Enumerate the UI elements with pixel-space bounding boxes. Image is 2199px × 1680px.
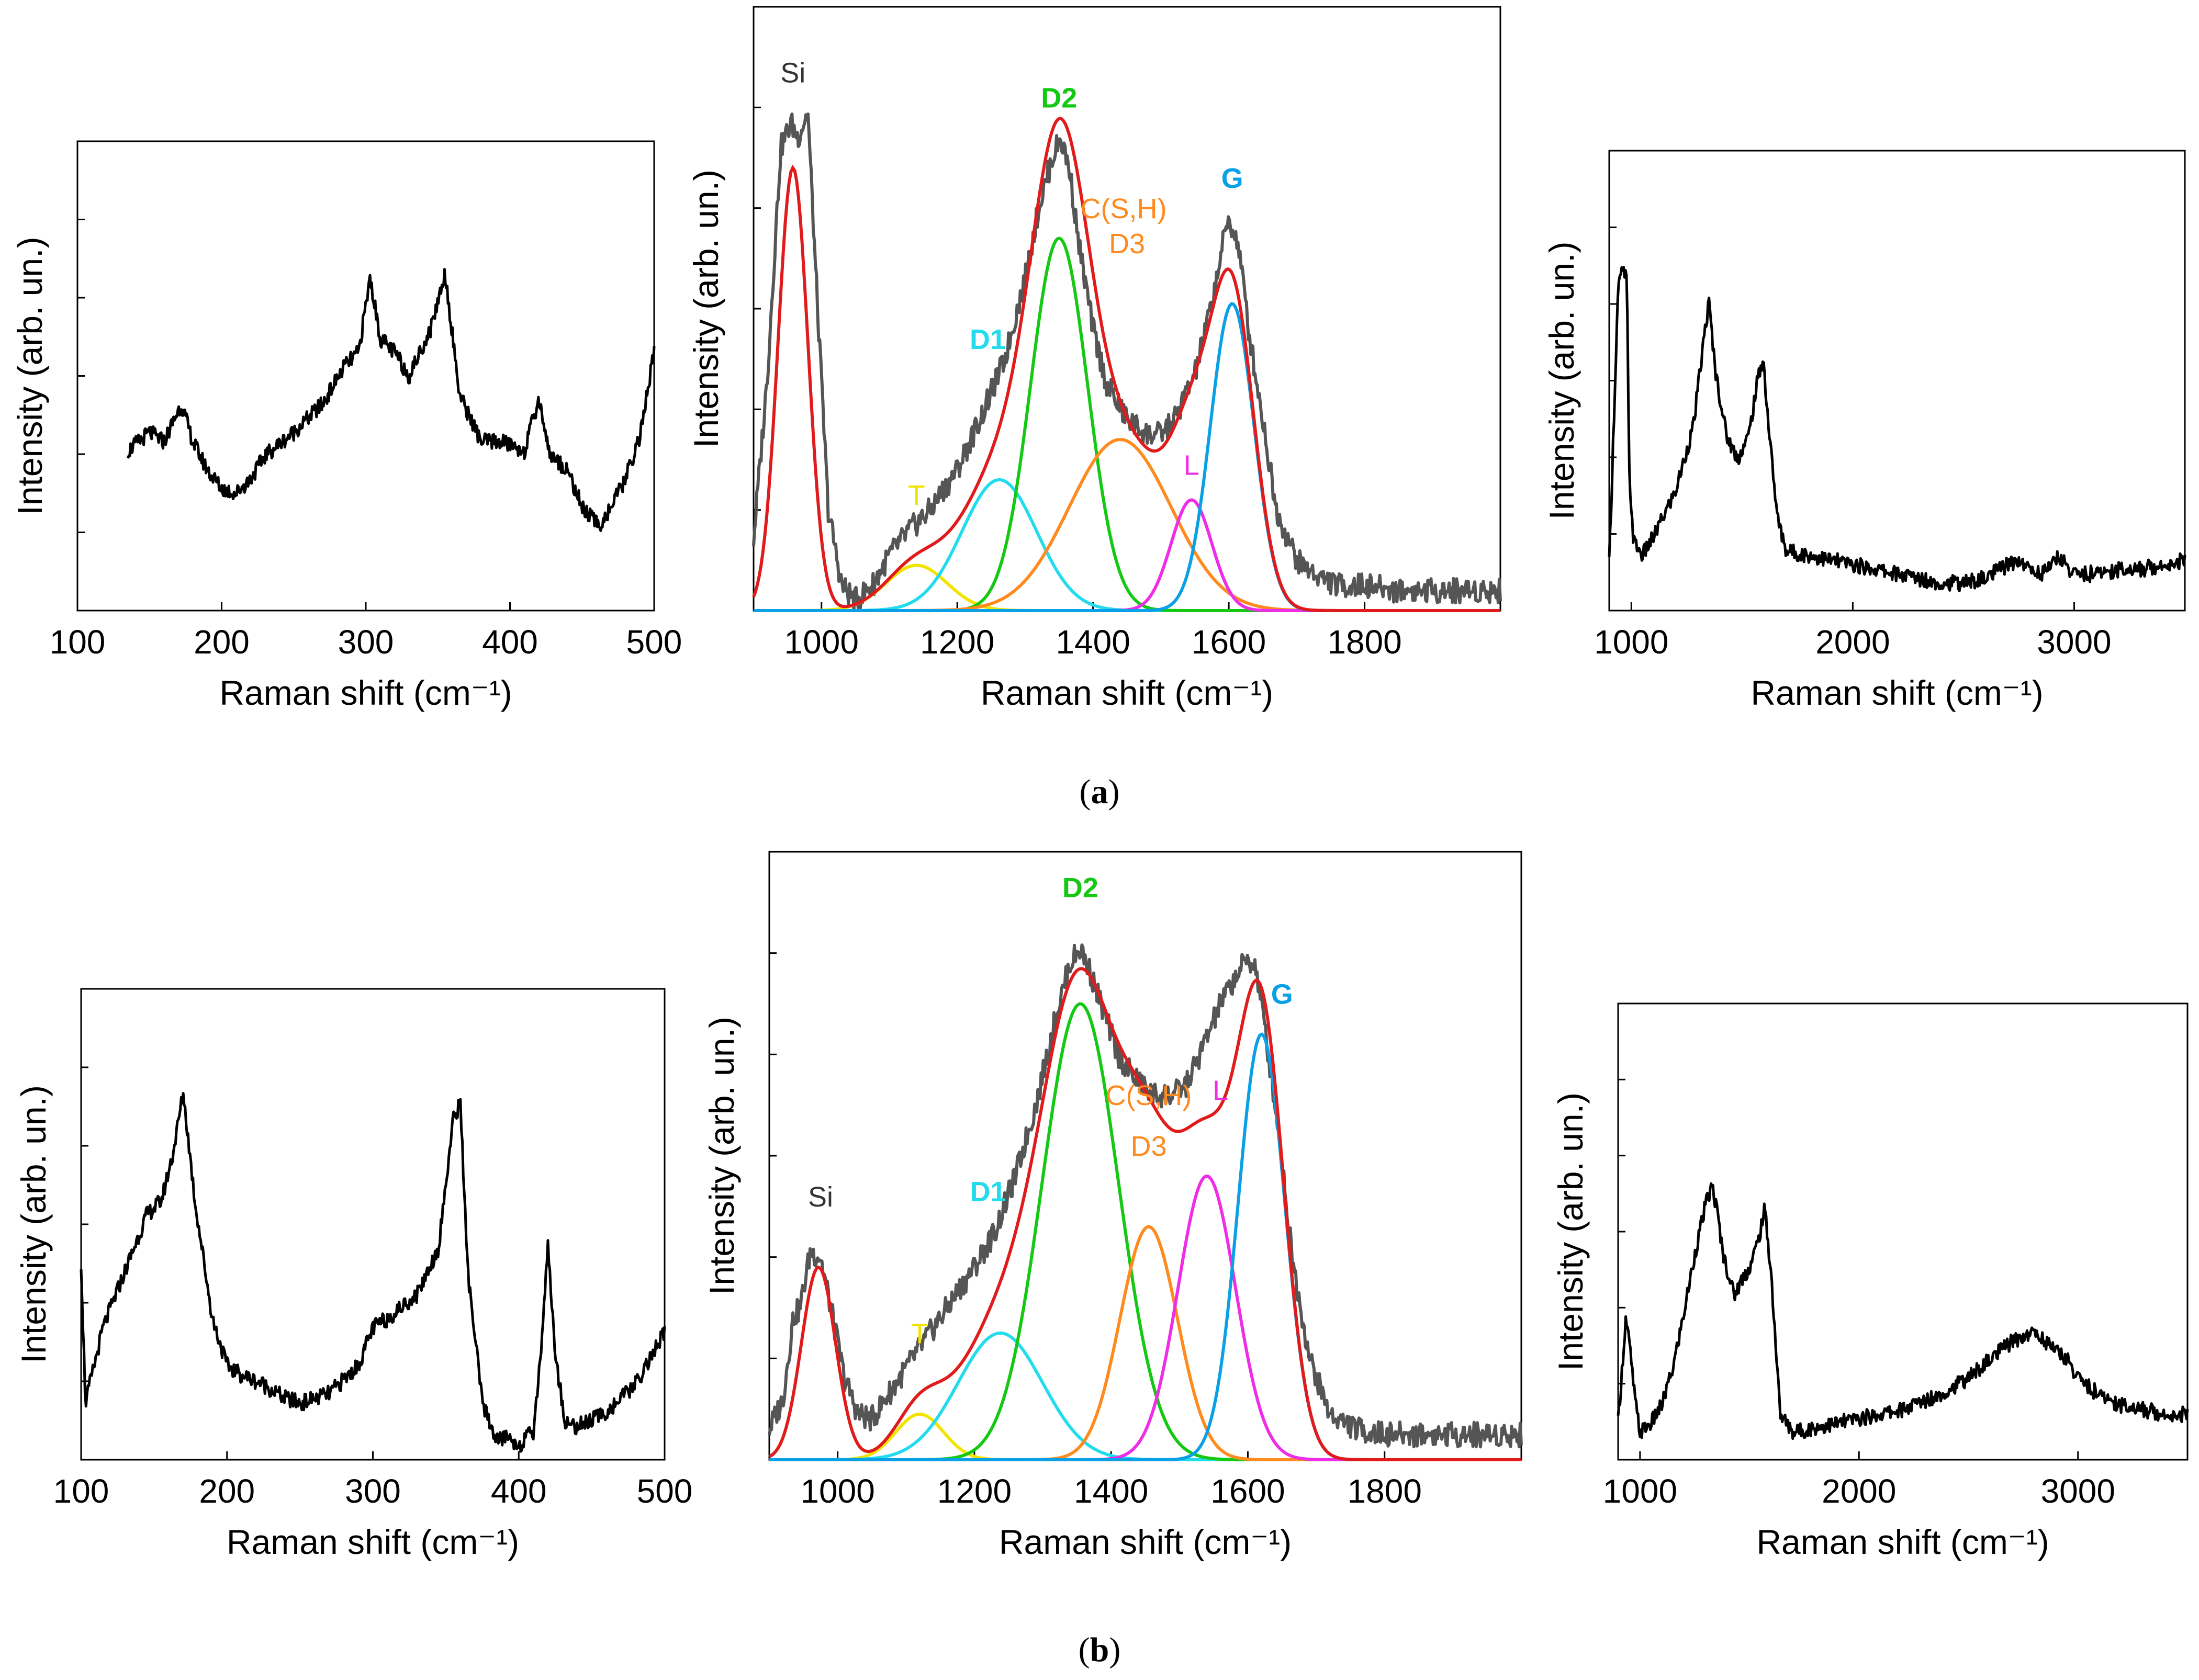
peak-label-d1: D1	[970, 1176, 1006, 1208]
peak-label-l: L	[1213, 1075, 1228, 1106]
plot-frame	[1608, 150, 2186, 612]
peak-label-d2: D2	[1041, 82, 1077, 114]
x-tick-label: 500	[637, 1472, 693, 1510]
plot-frame	[76, 140, 655, 612]
chart-a_low: 100 200 300 400 500 Raman shift (cm⁻¹) Intensi…	[10, 140, 682, 712]
peak-label-si: Si	[780, 57, 805, 88]
x-axis-title: Raman shift (cm⁻¹)	[999, 1523, 1292, 1561]
x-tick-label: 1000	[800, 1472, 874, 1510]
peak-label-l: L	[1184, 449, 1199, 481]
chart-b_fit: 1000 1200 1400 1600 1800 Raman shift (cm⁻¹) In…	[702, 851, 1523, 1561]
caption-b-letter: b	[1090, 1631, 1109, 1669]
peak-d2	[754, 236, 1500, 612]
x-axis-title: Raman shift (cm⁻¹)	[227, 1523, 519, 1561]
chart-b_full: 1000 2000 3000 Raman shift (cm⁻¹) Intensity …	[1551, 1002, 2189, 1561]
x-tick-label: 1600	[1192, 623, 1266, 661]
plot-frame	[80, 988, 666, 1461]
raw-spectrum	[768, 943, 1523, 1449]
x-tick-label: 3000	[2041, 1472, 2115, 1510]
peak-label-si: Si	[808, 1181, 833, 1213]
x-tick-label: 100	[53, 1472, 109, 1510]
peak-label-csh: C(S,H)	[1106, 1080, 1192, 1111]
y-axis-title: Intensity (arb. un.)	[14, 1085, 53, 1363]
spectrum-line	[1617, 1182, 2189, 1440]
y-axis-title: Intensity (arb. un.)	[702, 1017, 741, 1295]
chart-b_low: 100 200 300 400 500 Raman shift (cm⁻¹) Intensi…	[14, 988, 693, 1561]
peak-l	[769, 1174, 1521, 1461]
fit-curve	[752, 117, 1500, 612]
spectrum-line	[1608, 266, 2186, 592]
caption-a-letter: a	[1091, 773, 1108, 811]
x-tick-label: 1400	[1074, 1472, 1148, 1510]
x-tick-label: 400	[482, 623, 538, 661]
x-axis-title: Raman shift (cm⁻¹)	[981, 673, 1273, 712]
spectrum-line	[80, 1092, 666, 1453]
peak-label-d3: D3	[1131, 1131, 1167, 1162]
x-axis-title: Raman shift (cm⁻¹)	[219, 673, 512, 712]
x-tick-label: 100	[50, 623, 106, 661]
x-tick-label: 1400	[1056, 623, 1130, 661]
chart-a_fit: 1000 1200 1400 1600 1800 Raman shift (cm⁻¹) In…	[687, 6, 1502, 712]
peak-d3	[769, 1225, 1521, 1461]
peak-d2	[769, 1002, 1521, 1461]
spectrum-line	[127, 268, 656, 532]
caption-b: (b)	[1079, 1631, 1121, 1669]
peak-label-g: G	[1221, 163, 1243, 194]
peak-label-t: T	[911, 1318, 928, 1349]
y-axis-title: Intensity (arb. un.)	[1542, 242, 1581, 520]
x-axis-title: Raman shift (cm⁻¹)	[1756, 1523, 2049, 1561]
x-tick-label: 1200	[937, 1472, 1012, 1510]
x-tick-label: 2000	[1822, 1472, 1896, 1510]
raw-spectrum	[752, 112, 1502, 612]
x-tick-label: 1000	[784, 623, 859, 661]
x-tick-label: 1200	[920, 623, 994, 661]
x-tick-label: 2000	[1815, 623, 1890, 661]
caption-a: (a)	[1080, 773, 1120, 811]
x-tick-label: 1600	[1210, 1472, 1285, 1510]
x-tick-label: 300	[338, 623, 394, 661]
peak-label-d2: D2	[1062, 872, 1098, 904]
x-tick-label: 1800	[1327, 623, 1401, 661]
peak-label-d1: D1	[970, 324, 1006, 355]
x-tick-label: 200	[194, 623, 250, 661]
peak-label-csh: C(S,H)	[1081, 193, 1167, 224]
x-tick-label: 300	[345, 1472, 401, 1510]
y-axis-title: Intensity (arb. un.)	[1551, 1092, 1590, 1371]
x-tick-label: 3000	[2037, 623, 2111, 661]
y-axis-title: Intensity (arb. un.)	[10, 237, 49, 515]
peak-label-g: G	[1271, 979, 1293, 1010]
plot-frame	[753, 6, 1501, 612]
x-tick-label: 200	[199, 1472, 255, 1510]
peak-g	[754, 302, 1500, 612]
x-tick-label: 1800	[1348, 1472, 1422, 1510]
peak-label-t: T	[908, 480, 925, 511]
x-tick-label: 400	[491, 1472, 547, 1510]
x-axis-title: Raman shift (cm⁻¹)	[1751, 673, 2043, 712]
y-axis-title: Intensity (arb. un.)	[687, 170, 725, 448]
x-tick-label: 1000	[1594, 623, 1668, 661]
chart-a_full: 1000 2000 3000 Raman shift (cm⁻¹) Intensity …	[1542, 150, 2186, 712]
peak-label-d3: D3	[1109, 228, 1145, 260]
x-tick-label: 500	[626, 623, 682, 661]
x-tick-label: 1000	[1603, 1472, 1677, 1510]
fit-curve	[768, 967, 1521, 1461]
